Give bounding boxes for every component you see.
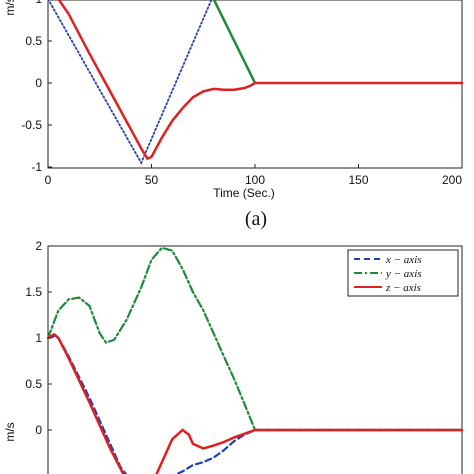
chart-b: 0 0.5 1 1.5 2 m/s x − axis y − axis z − axis bbox=[3, 239, 464, 474]
legend: x − axis y − axis z − axis bbox=[347, 249, 459, 297]
plot-b-ytick-label: 1 bbox=[35, 331, 42, 345]
plot-a-series-2 bbox=[47, 0, 464, 161]
plot-a-xlabel: Time (Sec.) bbox=[213, 186, 275, 200]
plot-b-ylabel: m/s bbox=[3, 422, 17, 441]
plot-a-ytick-label: 1 bbox=[35, 0, 42, 6]
plot-b-series-0 bbox=[46, 335, 464, 474]
plot-b-series-1 bbox=[46, 246, 464, 432]
plot-a-x-ticks: 0 50 100 150 200 bbox=[45, 164, 463, 187]
plot-b-ytick-label: 1.5 bbox=[25, 285, 42, 299]
plot-b-series bbox=[46, 246, 464, 474]
plot-a-xtick-label: 200 bbox=[442, 173, 462, 187]
plot-a-xtick-label: 50 bbox=[145, 173, 159, 187]
plot-a-xtick-label: 100 bbox=[245, 173, 265, 187]
caption-a: (a) bbox=[245, 208, 267, 230]
plot-a-ytick-label: -0.5 bbox=[21, 118, 42, 132]
chart-a: -1 -0.5 0 0.5 1 0 50 100 150 200 Time (Sec.) m/s… bbox=[3, 0, 464, 230]
plot-b-y-ticks: 0 0.5 1 1.5 2 bbox=[25, 239, 52, 437]
plot-a-series-0 bbox=[47, 0, 213, 165]
plot-a-xtick-label: 150 bbox=[348, 173, 368, 187]
plot-b-ytick-label: 0 bbox=[35, 423, 42, 437]
legend-label-x: x − axis bbox=[385, 254, 422, 266]
plot-a-series bbox=[47, 0, 464, 165]
plot-a-ytick-label: -1 bbox=[31, 160, 42, 174]
plot-b-ytick-label: 2 bbox=[35, 239, 42, 253]
plot-a-ylabel: m/s bbox=[3, 0, 17, 16]
plot-a-ytick-label: 0 bbox=[35, 76, 42, 90]
plot-a-xtick-label: 0 bbox=[45, 173, 52, 187]
plot-b-series-2 bbox=[46, 332, 464, 474]
plot-b-ytick-label: 0.5 bbox=[25, 377, 42, 391]
plot-a-ytick-label: 0.5 bbox=[25, 34, 42, 48]
legend-label-y: y − axis bbox=[385, 268, 422, 280]
plot-a-series-1 bbox=[212, 0, 257, 85]
legend-label-z: z − axis bbox=[385, 282, 421, 294]
plot-a-y-ticks: -1 -0.5 0 0.5 1 bbox=[21, 0, 52, 174]
plot-b-frame bbox=[47, 245, 463, 474]
